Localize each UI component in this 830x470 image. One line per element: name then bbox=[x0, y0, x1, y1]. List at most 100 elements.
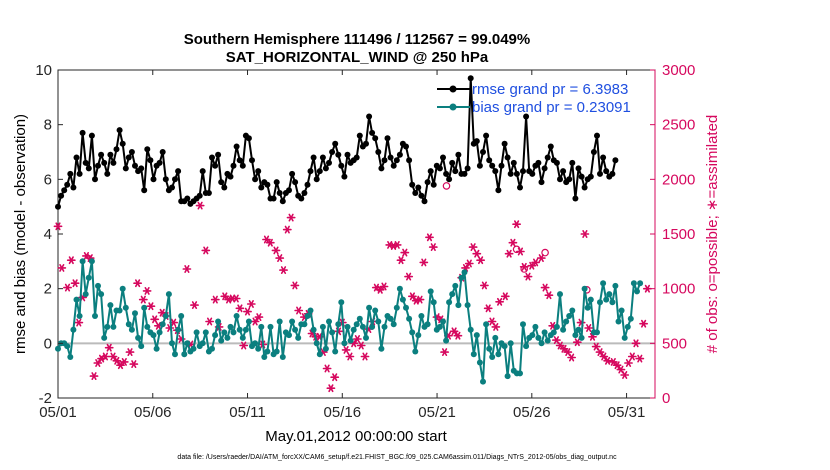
obs-assimilated-marker-105 bbox=[476, 256, 486, 265]
bias-point-168 bbox=[572, 332, 579, 339]
rmse-point-108 bbox=[387, 154, 394, 161]
bias-point-97 bbox=[353, 321, 360, 328]
bias-point-91 bbox=[335, 321, 342, 328]
bias-point-67 bbox=[261, 354, 268, 360]
bias-point-15 bbox=[101, 334, 108, 341]
rmse-point-0 bbox=[55, 203, 61, 210]
obs-assimilated-marker-86 bbox=[400, 248, 410, 257]
obs-assimilated-marker-66 bbox=[322, 364, 332, 373]
obs-assimilated-marker-67 bbox=[326, 384, 336, 393]
x-tick-label-0: 05/01 bbox=[39, 404, 77, 421]
bias-point-115 bbox=[409, 329, 416, 336]
obs-assimilated-marker-56 bbox=[282, 225, 292, 234]
rmse-point-141 bbox=[489, 162, 496, 169]
y2-tick-label-2: 1000 bbox=[662, 281, 695, 298]
rmse-point-120 bbox=[424, 179, 431, 186]
bias-point-173 bbox=[587, 296, 594, 303]
obs-assimilated-marker-12 bbox=[101, 352, 110, 361]
obs-assimilated-marker-91 bbox=[419, 258, 429, 267]
bias-point-147 bbox=[507, 340, 514, 347]
bias-point-125 bbox=[440, 318, 446, 325]
y2-tick-label-6: 3000 bbox=[662, 62, 695, 79]
obs-assimilated-marker-74 bbox=[352, 335, 362, 343]
obs-assimilated-marker-106 bbox=[479, 281, 489, 290]
rmse-point-5 bbox=[70, 184, 77, 191]
bias-point-18 bbox=[110, 323, 117, 330]
obs-assimilated-marker-99 bbox=[453, 331, 463, 340]
bias-point-124 bbox=[436, 323, 443, 330]
rmse-point-111 bbox=[396, 151, 403, 158]
rmse-point-33 bbox=[156, 159, 163, 166]
bias-point-66 bbox=[258, 323, 265, 330]
bias-point-155 bbox=[532, 323, 539, 330]
obs-assimilated-marker-124 bbox=[552, 336, 561, 345]
bias-point-84 bbox=[313, 340, 320, 347]
y-tick-label-0: -2 bbox=[39, 390, 52, 407]
bias-point-78 bbox=[295, 334, 302, 341]
rmse-point-149 bbox=[513, 170, 520, 177]
obs-assimilated-marker-24 bbox=[150, 315, 160, 324]
rmse-point-97 bbox=[353, 154, 360, 161]
bias-point-73 bbox=[279, 354, 286, 360]
rmse-point-64 bbox=[252, 176, 259, 183]
obs-assimilated-marker-84 bbox=[392, 240, 402, 249]
bias-point-141 bbox=[489, 354, 496, 360]
rmse-point-16 bbox=[104, 170, 111, 177]
rmse-point-169 bbox=[575, 165, 582, 172]
bias-point-77 bbox=[292, 326, 299, 333]
rmse-point-168 bbox=[572, 195, 579, 202]
rmse-point-12 bbox=[92, 176, 98, 183]
bias-point-86 bbox=[319, 323, 326, 330]
bias-point-118 bbox=[418, 313, 425, 319]
rmse-point-175 bbox=[594, 132, 600, 139]
bias-point-36 bbox=[165, 291, 172, 298]
obs-assimilated-marker-32 bbox=[182, 265, 192, 273]
rmse-point-65 bbox=[255, 168, 262, 175]
bias-point-59 bbox=[236, 326, 243, 333]
bias-point-116 bbox=[412, 348, 419, 355]
bias-point-85 bbox=[316, 351, 323, 358]
bias-point-11 bbox=[88, 258, 95, 265]
rmse-point-134 bbox=[467, 75, 474, 82]
rmse-point-1 bbox=[58, 192, 65, 199]
bias-point-14 bbox=[98, 291, 105, 298]
bias-point-68 bbox=[264, 348, 271, 355]
rmse-point-126 bbox=[443, 170, 450, 177]
rmse-point-46 bbox=[196, 192, 203, 199]
rmse-point-176 bbox=[597, 170, 603, 177]
bias-point-39 bbox=[175, 326, 182, 333]
rmse-point-25 bbox=[132, 162, 138, 169]
rmse-point-136 bbox=[473, 138, 480, 145]
rmse-point-8 bbox=[79, 129, 86, 136]
bias-point-82 bbox=[307, 307, 314, 314]
rmse-point-139 bbox=[483, 132, 490, 139]
bias-point-7 bbox=[76, 313, 83, 319]
obs-assimilated-marker-145 bbox=[635, 354, 645, 363]
rmse-point-121 bbox=[427, 168, 434, 175]
rmse-point-80 bbox=[301, 190, 308, 196]
rmse-point-63 bbox=[249, 157, 255, 164]
rmse-point-127 bbox=[446, 176, 453, 183]
bias-point-38 bbox=[172, 351, 178, 358]
obs-assimilated-marker-52 bbox=[265, 238, 275, 247]
legend-bias-label: bias grand pr = 0.23091 bbox=[472, 99, 631, 116]
rmse-point-30 bbox=[147, 157, 154, 164]
obs-assimilated-marker-137 bbox=[603, 356, 612, 365]
rmse-point-35 bbox=[162, 176, 169, 183]
rmse-point-93 bbox=[341, 173, 348, 180]
bias-point-22 bbox=[122, 304, 129, 311]
obs-assimilated-marker-128 bbox=[567, 353, 576, 362]
x-tick-label-1: 05/06 bbox=[134, 404, 172, 421]
bias-point-65 bbox=[255, 345, 262, 352]
obs-assimilated-marker-4 bbox=[70, 279, 80, 288]
bias-point-128 bbox=[449, 291, 456, 298]
rmse-point-88 bbox=[326, 159, 332, 166]
rmse-point-76 bbox=[289, 170, 296, 177]
obs-assimilated-marker-2 bbox=[63, 283, 72, 292]
rmse-point-103 bbox=[372, 135, 379, 142]
rmse-point-113 bbox=[403, 143, 409, 150]
bias-point-76 bbox=[289, 318, 296, 325]
rmse-point-85 bbox=[316, 168, 323, 175]
obs-assimilated-marker-17 bbox=[119, 357, 129, 366]
rmse-point-22 bbox=[122, 165, 129, 172]
